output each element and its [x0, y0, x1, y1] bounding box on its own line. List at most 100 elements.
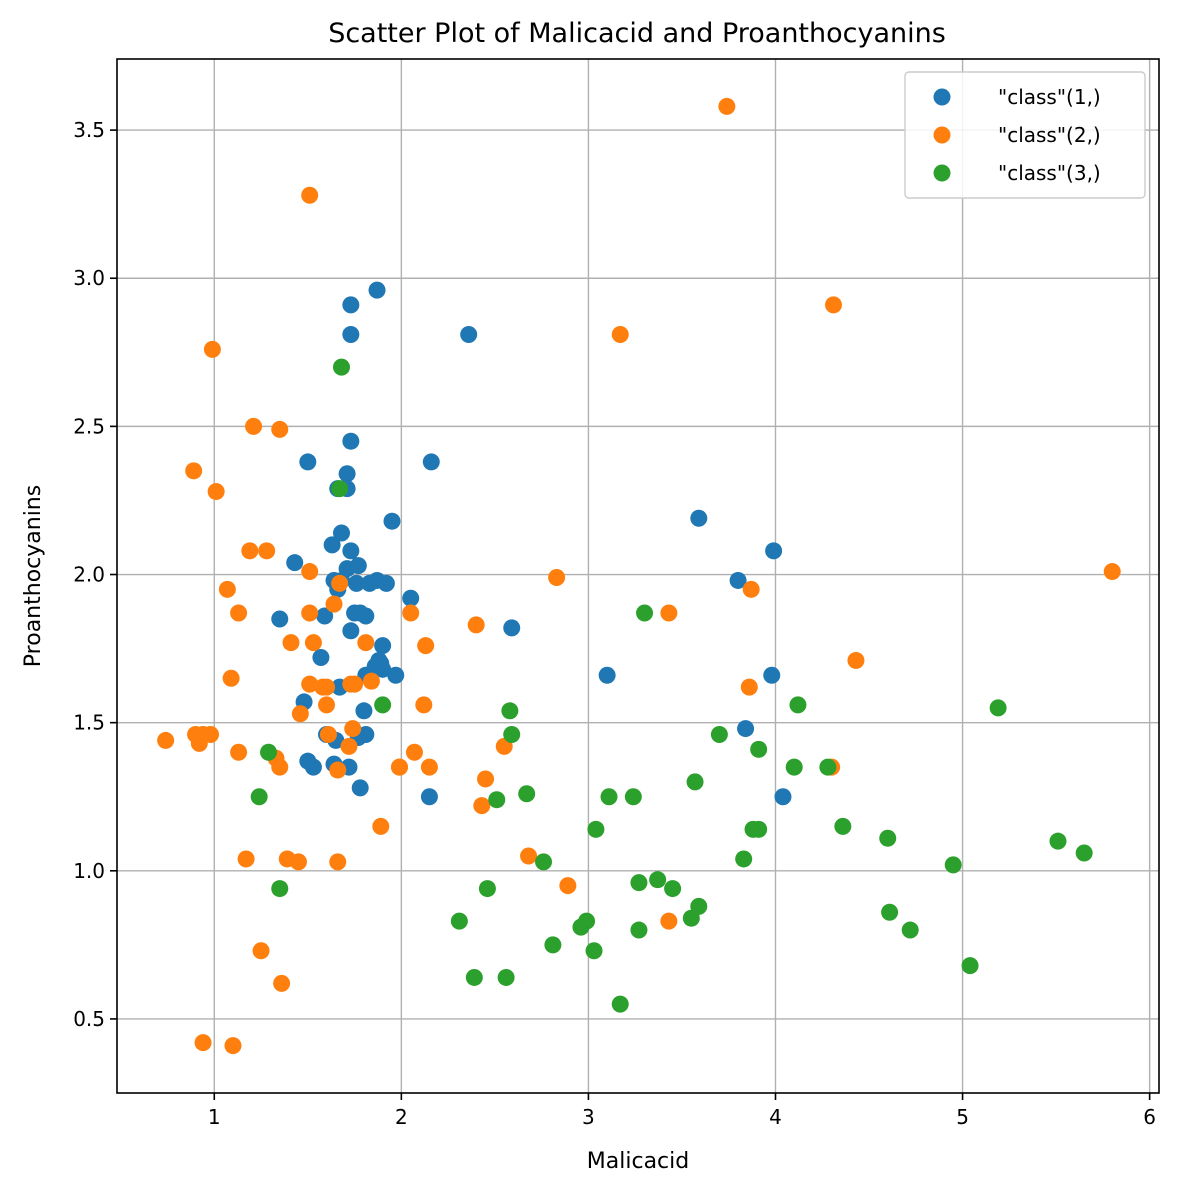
y-axis-label: Proanthocyanins — [21, 485, 46, 667]
data-point — [194, 1034, 212, 1052]
data-point — [230, 604, 248, 622]
data-points — [157, 97, 1121, 1055]
data-point — [278, 850, 296, 868]
data-point — [630, 874, 648, 892]
data-point — [271, 420, 289, 438]
data-point — [405, 743, 423, 761]
data-point — [750, 740, 768, 758]
data-point — [520, 847, 538, 865]
data-point — [467, 616, 485, 634]
data-point — [785, 758, 803, 776]
data-point — [544, 936, 562, 954]
x-tick-label: 4 — [769, 1105, 782, 1129]
data-point — [301, 563, 319, 581]
data-point — [224, 1037, 242, 1055]
data-point — [342, 296, 360, 314]
data-point — [488, 791, 506, 809]
data-point — [518, 785, 536, 803]
data-point — [331, 574, 349, 592]
y-tick-label: 3.5 — [73, 118, 105, 142]
data-point — [203, 340, 221, 358]
data-point — [548, 568, 566, 586]
data-point — [660, 912, 678, 930]
data-point — [314, 678, 332, 696]
data-point — [329, 761, 347, 779]
data-point — [372, 817, 390, 835]
data-point — [218, 580, 236, 598]
x-tick-label: 6 — [1143, 1105, 1156, 1129]
data-point — [222, 669, 240, 687]
data-point — [611, 995, 629, 1013]
data-point — [331, 480, 349, 498]
x-tick-label: 5 — [956, 1105, 969, 1129]
data-point — [304, 634, 322, 652]
data-point — [664, 880, 682, 898]
data-point — [497, 968, 515, 986]
data-point — [342, 432, 360, 450]
data-point — [600, 788, 618, 806]
data-point — [624, 788, 642, 806]
data-point — [286, 554, 304, 572]
data-point — [1103, 563, 1121, 581]
x-axis-label: Malicacid — [587, 1149, 689, 1174]
data-point — [312, 648, 330, 666]
data-point — [450, 912, 468, 930]
data-point — [578, 912, 596, 930]
y-tick-label: 2.5 — [73, 414, 105, 438]
data-point — [258, 542, 276, 560]
data-point — [368, 281, 386, 299]
data-point — [740, 678, 758, 696]
data-point — [686, 773, 704, 791]
data-point — [291, 705, 309, 723]
data-point — [847, 651, 865, 669]
data-point — [325, 595, 343, 613]
data-point — [729, 571, 747, 589]
data-point — [271, 610, 289, 628]
data-point — [301, 675, 319, 693]
data-point — [260, 743, 278, 761]
data-point — [377, 574, 395, 592]
data-point — [344, 720, 362, 738]
series-3 — [250, 358, 1093, 1013]
data-point — [351, 604, 369, 622]
data-point — [340, 737, 358, 755]
data-point — [881, 903, 899, 921]
legend-entry-label: "class"(2,) — [998, 123, 1101, 147]
data-point — [598, 666, 616, 684]
x-tick-label: 1 — [208, 1105, 221, 1129]
data-point — [763, 666, 781, 684]
data-point — [649, 871, 667, 889]
data-point — [944, 856, 962, 874]
data-point — [346, 675, 364, 693]
data-point — [420, 758, 438, 776]
data-point — [477, 770, 495, 788]
data-point — [332, 524, 350, 542]
data-point — [250, 788, 268, 806]
data-point — [559, 877, 577, 895]
data-point — [961, 957, 979, 975]
data-point — [241, 542, 259, 560]
data-point — [415, 696, 433, 714]
data-point — [420, 788, 438, 806]
data-point — [422, 453, 440, 471]
data-point — [323, 536, 341, 554]
plot-frame — [116, 58, 1160, 1094]
data-point — [789, 696, 807, 714]
data-point — [765, 542, 783, 560]
data-point — [402, 604, 420, 622]
data-point — [879, 829, 897, 847]
data-point — [417, 637, 435, 655]
data-point — [207, 483, 225, 501]
data-point — [370, 651, 388, 669]
data-point — [245, 417, 263, 435]
data-point — [460, 326, 478, 344]
legend-box — [904, 71, 1146, 199]
data-point — [299, 453, 317, 471]
data-point — [342, 326, 360, 344]
y-tick-label: 1.5 — [73, 711, 105, 735]
legend-marker — [933, 126, 951, 144]
data-point — [355, 702, 373, 720]
data-point — [347, 574, 365, 592]
data-point — [282, 634, 300, 652]
